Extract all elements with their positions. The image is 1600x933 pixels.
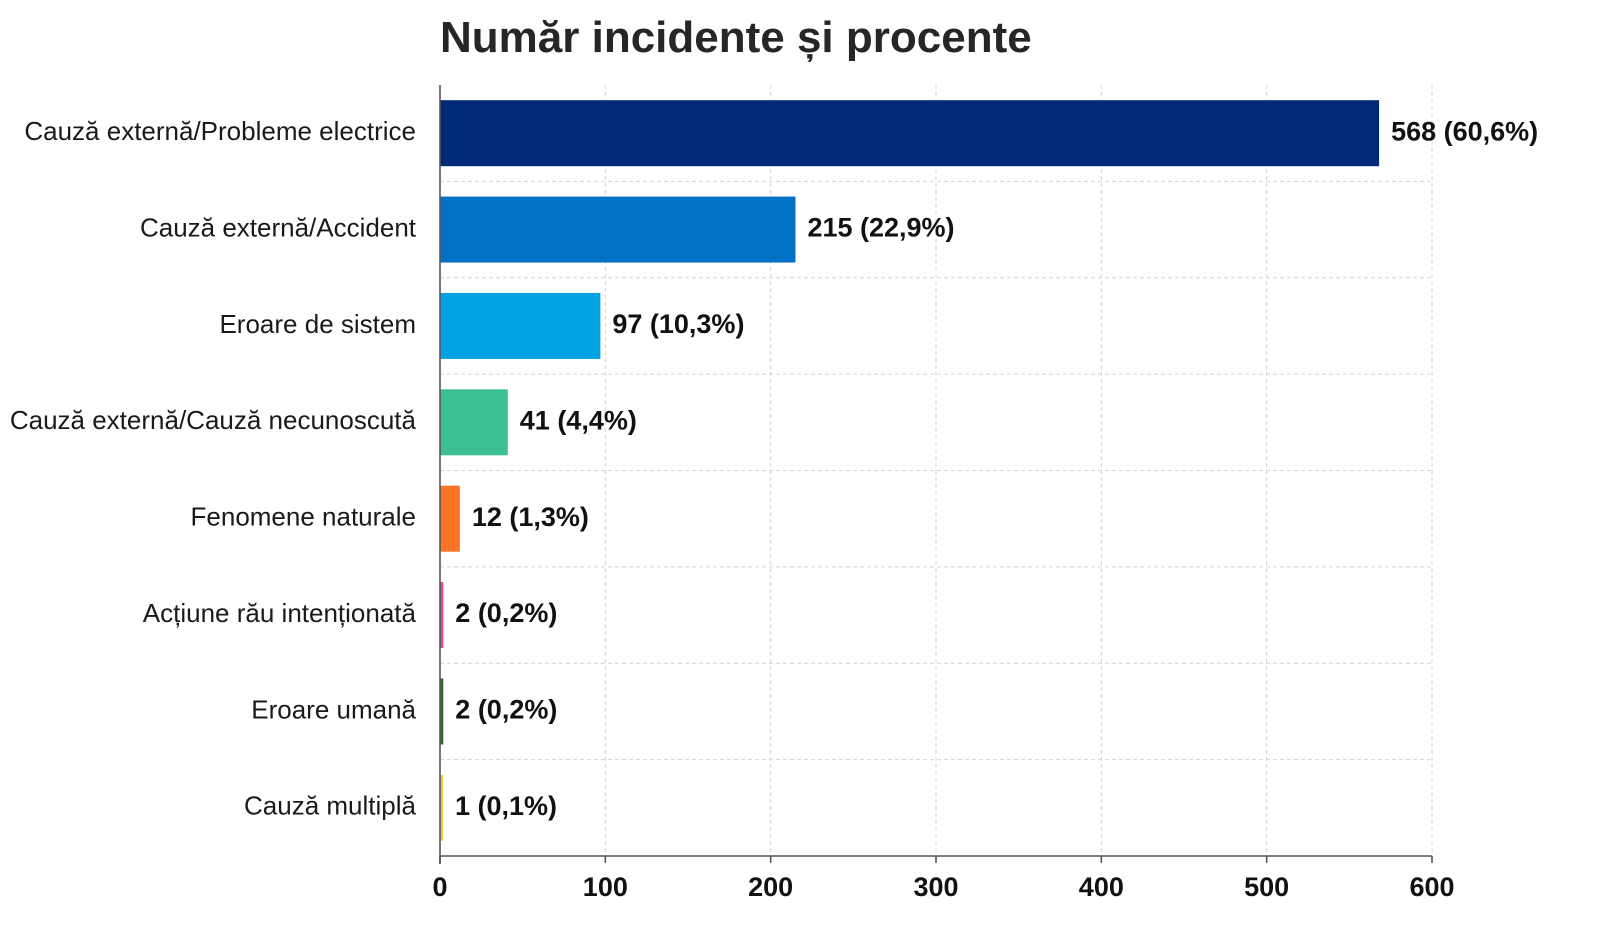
bar [440,774,443,841]
bar [440,292,601,359]
data-label: 12 (1,3%) [472,502,589,532]
bar [440,678,444,745]
chart-title: Număr incidente și procente [440,13,1032,62]
category-label: Cauză externă/Accident [140,212,417,242]
data-label: 1 (0,1%) [455,791,557,821]
category-labels: Cauză externă/Probleme electrice Cauză ex… [10,116,417,821]
bar [440,582,444,649]
category-label: Fenomene naturale [191,502,416,532]
x-tick-label: 400 [1079,872,1124,902]
category-label: Acțiune rău intenționată [143,598,417,628]
data-label: 2 (0,2%) [455,695,557,725]
x-tick-label: 100 [583,872,628,902]
x-tick-label: 0 [432,872,447,902]
axes [439,85,1432,864]
data-label: 568 (60,6%) [1391,116,1538,146]
category-label: Cauză multiplă [244,791,417,821]
bar [440,100,1380,167]
bars [440,100,1380,841]
bar [440,485,460,552]
data-label: 2 (0,2%) [455,598,557,628]
value-labels: 568 (60,6%) 215 (22,9%) 97 (10,3%) 41 (4,4%… [455,116,1538,821]
x-tick-label: 300 [913,872,958,902]
x-tick-label: 600 [1409,872,1454,902]
x-tick-label: 500 [1244,872,1289,902]
data-label: 215 (22,9%) [807,213,954,243]
bar [440,389,508,456]
category-label: Eroare de sistem [219,309,416,339]
category-label: Cauză externă/Cauză necunoscută [10,405,417,435]
data-label: 41 (4,4%) [520,405,637,435]
x-tick-label: 200 [748,872,793,902]
data-label: 97 (10,3%) [612,309,744,339]
category-label: Cauză externă/Probleme electrice [24,116,416,146]
x-axis-ticks: 0 100 200 300 400 500 600 [432,856,1455,902]
bar [440,196,796,263]
category-label: Eroare umană [251,694,416,724]
grid-lines [440,85,1433,856]
